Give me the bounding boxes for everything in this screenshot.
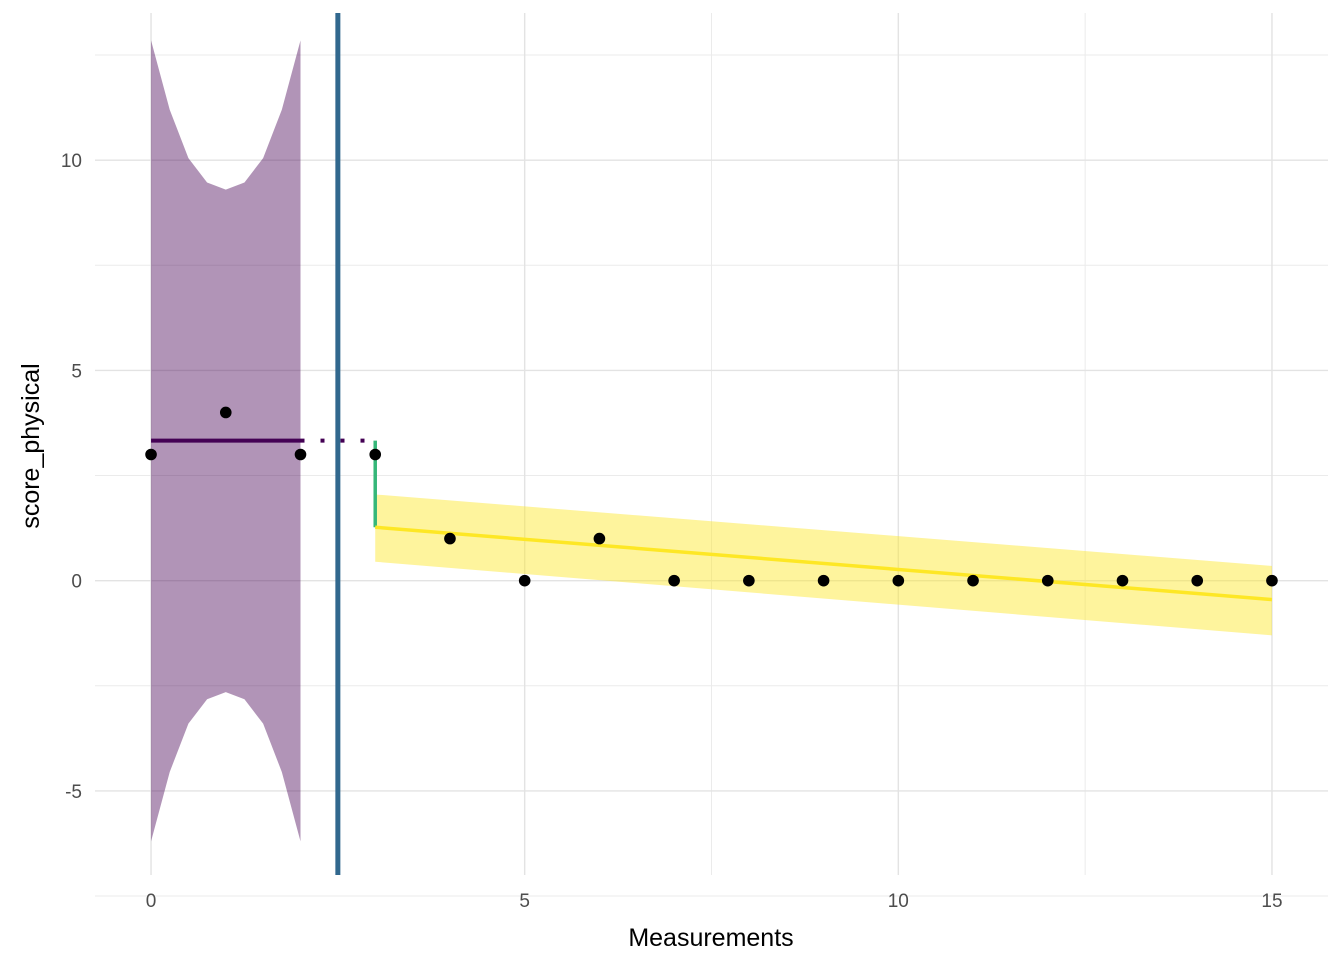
y-tick-label: -5: [65, 782, 82, 803]
data-point: [1191, 574, 1204, 587]
data-point: [743, 574, 755, 587]
data-point: [145, 448, 157, 461]
data-point: [967, 574, 979, 587]
data-point: [369, 448, 382, 461]
treatment-trend-line: [375, 525, 1273, 602]
x-tick-labels: 0 5 10 15: [146, 891, 1283, 912]
x-tick-label: 0: [146, 891, 157, 912]
data-point: [444, 532, 456, 545]
x-tick-label: 5: [519, 891, 530, 912]
x-axis-title: Measurements: [628, 924, 793, 952]
x-tick-label: 10: [888, 891, 909, 912]
y-tick-label: 0: [71, 572, 82, 593]
data-point: [593, 532, 606, 545]
data-point: [294, 448, 307, 461]
y-tick-label: 5: [71, 361, 82, 382]
x-tick-label: 15: [1261, 891, 1282, 912]
data-point: [219, 406, 232, 419]
data-point: [817, 574, 830, 587]
data-point: [1041, 574, 1054, 587]
data-point: [1116, 574, 1129, 587]
data-point: [668, 574, 680, 587]
data-point: [518, 574, 531, 587]
data-point: [892, 574, 905, 587]
data-points: [145, 406, 1278, 587]
y-tick-label: 10: [61, 151, 82, 172]
grid-minor: [95, 13, 1328, 897]
y-tick-labels: -5 0 5 10: [61, 151, 82, 803]
y-axis-title: score_physical: [17, 363, 45, 528]
data-point: [1266, 574, 1278, 587]
